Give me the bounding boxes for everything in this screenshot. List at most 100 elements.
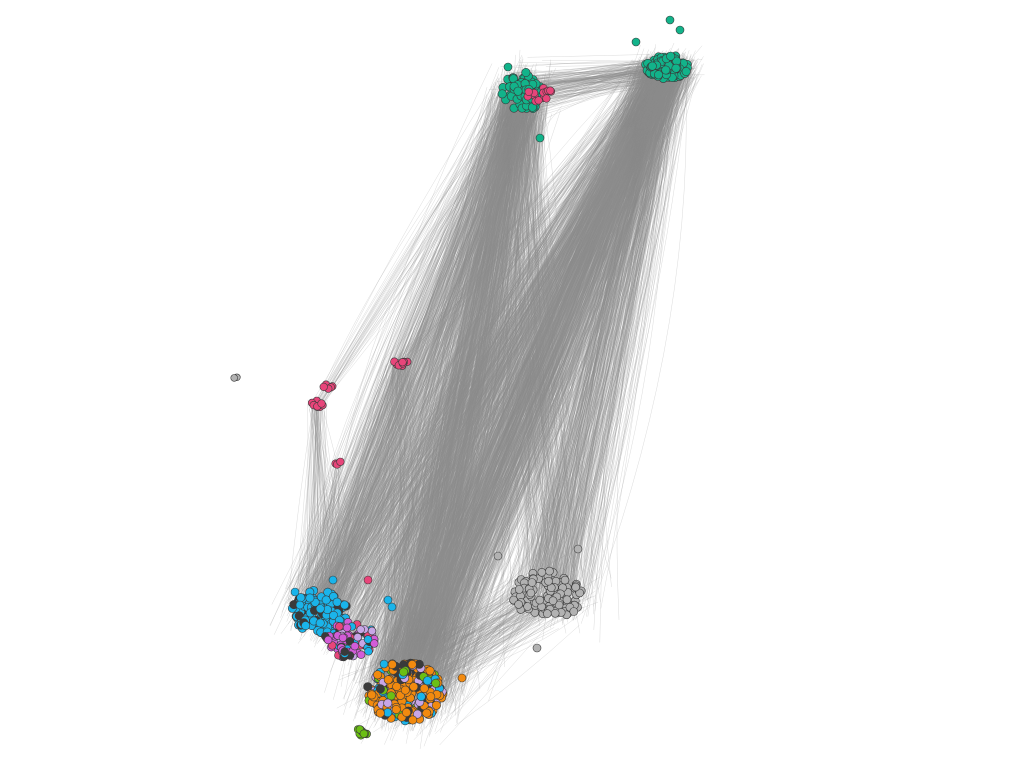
cluster-teal-upper-right bbox=[641, 51, 692, 83]
graph-node bbox=[398, 358, 407, 367]
graph-node bbox=[383, 675, 393, 685]
graph-node bbox=[335, 622, 344, 631]
cluster-pink-small-4 bbox=[331, 457, 345, 469]
graph-node bbox=[665, 15, 675, 25]
graph-node bbox=[532, 643, 542, 653]
graph-node bbox=[535, 133, 545, 143]
cluster-pink-small-3 bbox=[307, 396, 327, 412]
graph-node bbox=[379, 659, 389, 669]
graph-node bbox=[317, 399, 326, 408]
graph-node bbox=[342, 623, 352, 632]
cluster-green-bottom bbox=[353, 725, 371, 740]
graph-node bbox=[363, 682, 373, 692]
graph-node bbox=[399, 667, 409, 677]
graph-node bbox=[370, 639, 379, 648]
graph-node bbox=[407, 659, 417, 669]
graph-node bbox=[359, 729, 369, 738]
graph-node bbox=[338, 633, 348, 642]
graph-node bbox=[425, 666, 435, 676]
graph-node bbox=[534, 96, 543, 105]
graph-node bbox=[521, 68, 531, 78]
graph-node bbox=[401, 707, 411, 717]
graph-node bbox=[321, 595, 331, 605]
graph-node bbox=[383, 698, 393, 708]
graph-node bbox=[647, 61, 657, 71]
graph-node bbox=[523, 602, 532, 611]
graph-node bbox=[631, 37, 641, 47]
outlier-nodes bbox=[290, 15, 685, 683]
graph-node bbox=[653, 70, 663, 80]
graph-node bbox=[526, 588, 536, 598]
graph-node bbox=[422, 708, 432, 718]
graph-node bbox=[546, 86, 555, 95]
graph-node bbox=[315, 604, 325, 614]
graph-node bbox=[387, 659, 397, 669]
graph-node bbox=[571, 582, 581, 592]
graph-node bbox=[524, 87, 533, 96]
graph-node bbox=[340, 600, 350, 610]
graph-node bbox=[419, 683, 429, 693]
graph-node bbox=[392, 681, 402, 691]
graph-node bbox=[542, 94, 551, 103]
graph-node bbox=[545, 566, 554, 576]
graph-node bbox=[375, 708, 385, 718]
graph-node bbox=[305, 593, 315, 603]
graph-node bbox=[315, 618, 325, 628]
graph-node bbox=[290, 587, 300, 597]
cluster-pink-upper-left bbox=[523, 83, 556, 106]
cluster-gray-right bbox=[509, 566, 586, 620]
graph-node bbox=[497, 89, 507, 99]
graph-node bbox=[387, 602, 397, 612]
graph-node bbox=[340, 647, 349, 656]
graph-node bbox=[493, 551, 503, 561]
graph-node bbox=[675, 25, 685, 35]
graph-node bbox=[503, 62, 513, 72]
edge-bundle bbox=[269, 42, 705, 749]
graph-node bbox=[569, 607, 579, 616]
graph-node bbox=[383, 595, 393, 605]
graph-node bbox=[431, 678, 441, 688]
graph-node bbox=[412, 709, 422, 719]
graph-node bbox=[542, 609, 552, 618]
graph-node bbox=[535, 595, 545, 605]
cluster-gray-isolate bbox=[230, 373, 241, 382]
graph-node bbox=[319, 382, 328, 392]
graph-node bbox=[514, 585, 524, 594]
graph-node bbox=[230, 374, 238, 382]
graph-node bbox=[356, 650, 366, 659]
graph-node bbox=[391, 704, 401, 714]
graph-node bbox=[681, 67, 691, 77]
graph-node bbox=[400, 685, 410, 695]
graph-node bbox=[666, 51, 676, 61]
graph-node bbox=[550, 608, 560, 618]
graph-node bbox=[329, 610, 339, 620]
graph-node bbox=[364, 647, 373, 656]
cluster-orange-bottom bbox=[363, 658, 448, 726]
nodes-layer bbox=[230, 15, 692, 740]
graph-node bbox=[353, 632, 362, 642]
graph-node bbox=[375, 684, 385, 694]
graph-node bbox=[367, 626, 377, 636]
graph-node bbox=[422, 676, 432, 686]
graph-node bbox=[661, 65, 671, 75]
graph-node bbox=[544, 576, 553, 586]
graph-node bbox=[548, 596, 558, 606]
graph-node bbox=[301, 621, 311, 631]
cluster-magenta-mixed bbox=[321, 617, 379, 662]
graph-node bbox=[560, 575, 570, 585]
graph-node bbox=[324, 635, 333, 645]
graph-node bbox=[350, 641, 359, 651]
graph-node bbox=[409, 682, 419, 692]
graph-node bbox=[671, 63, 681, 73]
graph-node bbox=[426, 692, 436, 702]
graph-node bbox=[562, 595, 572, 605]
graph-node bbox=[431, 700, 441, 710]
cluster-pink-small-1 bbox=[390, 357, 412, 370]
graph-node bbox=[514, 600, 523, 609]
graph-node bbox=[408, 715, 418, 725]
edges-layer bbox=[269, 42, 705, 749]
graph-node bbox=[332, 597, 342, 607]
graph-node bbox=[328, 575, 338, 585]
graph-node bbox=[336, 457, 345, 466]
